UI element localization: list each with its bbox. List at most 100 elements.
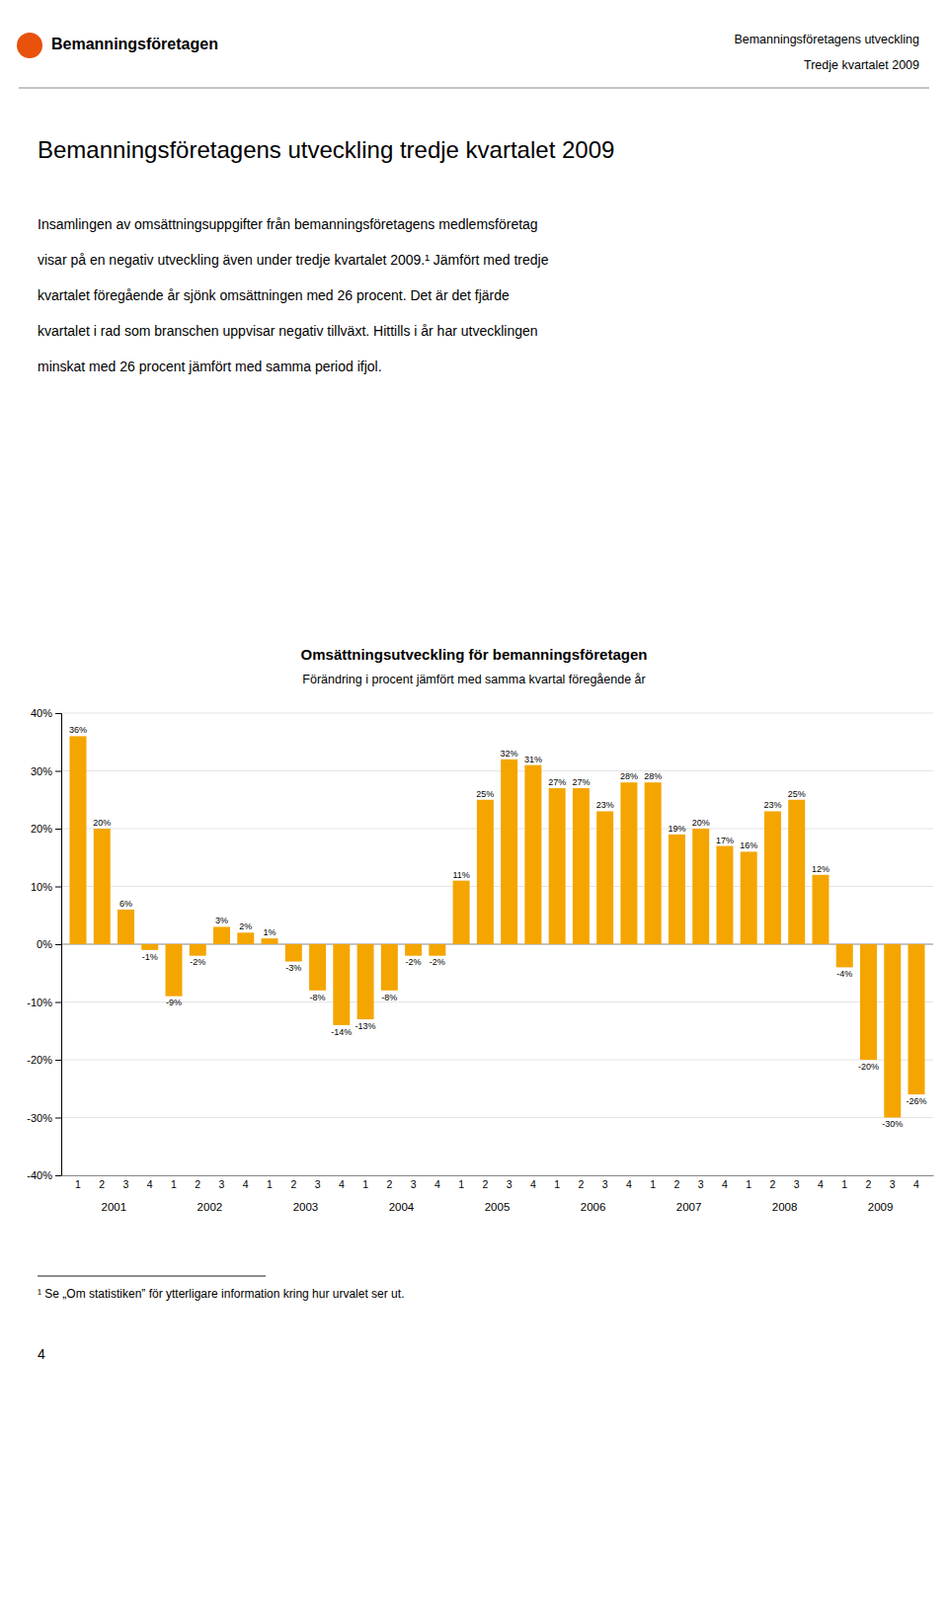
year-label: 2008 <box>772 1200 798 1213</box>
x-tick: 3 <box>219 1175 226 1190</box>
x-tick: 1 <box>266 1175 273 1190</box>
x-tick: 2 <box>194 1175 201 1190</box>
chart-subtitle: Förändring i procent jämfört med samma k… <box>302 672 645 687</box>
bar <box>404 944 422 956</box>
x-tick-label: 1 <box>266 1178 273 1190</box>
bar <box>883 944 901 1118</box>
y-tick: -40% <box>26 1169 62 1182</box>
y-tick: 20% <box>30 822 62 835</box>
bar <box>860 944 877 1060</box>
data-label: -4% <box>836 968 853 979</box>
x-tick: 1 <box>649 1175 656 1190</box>
x-tick-label: 4 <box>913 1178 920 1190</box>
x-tick: 3 <box>889 1175 896 1190</box>
data-label: -8% <box>381 992 397 1003</box>
data-label: 27% <box>571 777 590 788</box>
data-label: -13% <box>355 1021 377 1031</box>
grid <box>61 712 934 1176</box>
x-tick-label: 4 <box>242 1178 249 1190</box>
y-tick: 30% <box>30 765 62 778</box>
data-label: -2% <box>405 956 422 967</box>
header-text: Tredje kvartalet 2009 <box>803 58 920 73</box>
y-tick-label: 40% <box>30 707 53 719</box>
x-tick-label: 4 <box>147 1178 154 1190</box>
x-tick: 4 <box>338 1175 345 1190</box>
bar <box>644 782 662 945</box>
logo-text: Bemanningsföretagen <box>51 35 219 53</box>
x-tick-label: 4 <box>434 1178 441 1190</box>
x-tick-label: 2 <box>770 1178 777 1190</box>
data-label: 31% <box>524 754 543 765</box>
x-tick-label: 2 <box>674 1178 681 1190</box>
bar <box>572 788 590 945</box>
bar <box>500 759 518 945</box>
bar <box>309 944 326 991</box>
footnote: ¹ Se „Om statistiken” för ytterligare in… <box>37 1286 404 1301</box>
year-label: 2002 <box>197 1200 224 1213</box>
bar <box>620 782 637 945</box>
y-tick-label: -20% <box>26 1053 53 1066</box>
bar <box>117 909 135 945</box>
data-label: -2% <box>189 956 206 967</box>
y-tick-mark <box>55 1117 62 1119</box>
x-tick-label: 1 <box>841 1178 848 1190</box>
y-tick: 40% <box>30 707 62 719</box>
data-label: 32% <box>500 748 519 759</box>
x-tick: 1 <box>745 1175 752 1190</box>
y-tick: -30% <box>26 1111 62 1124</box>
bar <box>213 926 231 945</box>
y-tick-mark <box>55 771 62 773</box>
data-label: 12% <box>811 864 830 874</box>
bar <box>453 880 471 945</box>
y-tick: 10% <box>30 880 62 893</box>
year-label: 2006 <box>580 1200 607 1213</box>
x-tick: 1 <box>170 1175 177 1190</box>
data-label: 23% <box>763 799 782 810</box>
x-tick-label: 4 <box>626 1178 632 1190</box>
bar <box>69 735 86 945</box>
x-tick-label: 3 <box>602 1178 609 1190</box>
y-tick-label: 10% <box>30 880 53 893</box>
x-tick: 4 <box>434 1175 441 1190</box>
bar <box>549 788 566 945</box>
y-tick: 0% <box>36 938 62 950</box>
x-tick: 3 <box>410 1175 417 1190</box>
x-tick: 3 <box>602 1175 609 1190</box>
body-text: visar på en negativ utveckling även unde… <box>37 251 550 268</box>
bar <box>381 944 398 991</box>
data-label: 1% <box>263 927 277 938</box>
header-text: Bemanningsföretagens utveckling <box>733 32 920 47</box>
year-label: 2001 <box>101 1200 128 1213</box>
x-tick: 2 <box>290 1175 297 1190</box>
x-tick-label: 3 <box>698 1178 705 1190</box>
body-text: Insamlingen av omsättningsuppgifter från… <box>37 216 539 233</box>
data-label: -26% <box>906 1096 928 1106</box>
y-tick: -10% <box>26 996 62 1009</box>
bar <box>189 944 207 956</box>
x-tick: 3 <box>793 1175 800 1190</box>
x-tick-label: 3 <box>506 1178 513 1190</box>
x-tick: 1 <box>841 1175 848 1190</box>
y-tick-mark <box>55 828 62 830</box>
x-tick: 2 <box>98 1175 105 1190</box>
x-tick: 4 <box>530 1175 537 1190</box>
bar <box>141 944 158 950</box>
y-tick-mark <box>55 1059 62 1061</box>
data-label: 11% <box>452 869 470 880</box>
year-label: 2007 <box>676 1200 703 1213</box>
data-label: -1% <box>142 951 158 962</box>
x-tick-label: 1 <box>745 1178 752 1190</box>
bar <box>93 828 111 945</box>
grid-line <box>61 712 934 714</box>
data-label: -3% <box>285 962 302 973</box>
bar <box>764 810 782 945</box>
page: Bemanningsföretagen Bemanningsföretagens … <box>0 0 948 1600</box>
data-label: -9% <box>165 997 182 1008</box>
bar <box>357 944 375 1020</box>
x-tick-label: 3 <box>123 1178 130 1190</box>
x-tick: 3 <box>506 1175 513 1190</box>
bar <box>476 799 494 945</box>
year-label: 2004 <box>389 1200 415 1213</box>
x-tick-label: 2 <box>866 1178 872 1190</box>
page-number: 4 <box>37 1345 46 1362</box>
